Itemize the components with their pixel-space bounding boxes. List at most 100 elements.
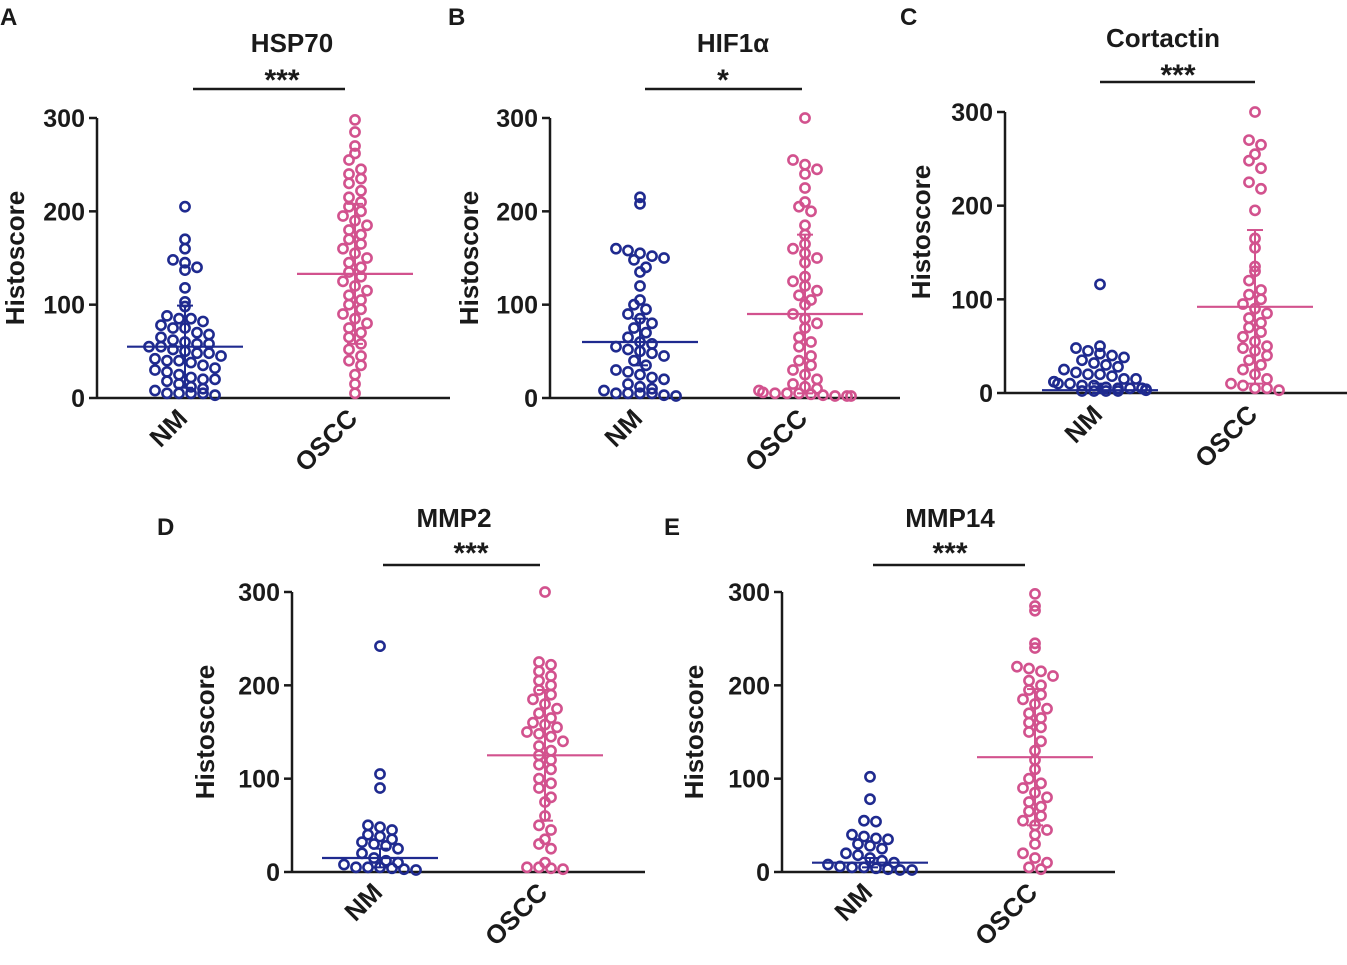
data-point — [197, 373, 209, 386]
data-point — [545, 679, 557, 692]
data-point — [545, 658, 557, 671]
data-point — [1058, 363, 1070, 376]
data-point — [533, 740, 545, 752]
data-point — [646, 347, 658, 360]
data-point — [1035, 735, 1047, 748]
data-point — [799, 158, 811, 171]
data-point — [610, 387, 622, 400]
data-point — [197, 359, 209, 372]
data-point — [811, 373, 823, 386]
data-point — [374, 830, 386, 843]
series-nm — [812, 770, 928, 876]
y-tick-label: 200 — [951, 193, 993, 221]
data-point — [545, 862, 557, 875]
data-point — [343, 331, 355, 344]
data-point — [355, 163, 367, 176]
data-point — [545, 670, 557, 682]
chart-panel-a: A HSP70 *** 0 100 200 300 Histoscore NM OSCC — [0, 4, 450, 477]
panel-letter: B — [448, 4, 465, 31]
data-point — [1035, 688, 1047, 701]
data-point — [533, 782, 545, 794]
x-category-label: NM — [143, 403, 193, 453]
chart-panel-e: E MMP14 *** 0 100 200 300 Histoscore NM OSCC — [664, 503, 1115, 951]
data-point — [1243, 354, 1255, 367]
data-point — [1035, 665, 1047, 678]
data-point — [349, 378, 361, 390]
data-point — [533, 707, 545, 720]
data-point — [533, 861, 545, 874]
y-axis-label: Histoscore — [190, 665, 220, 799]
significance-label: *** — [932, 537, 967, 570]
data-point — [362, 819, 374, 832]
data-point — [1261, 382, 1273, 395]
data-point — [634, 266, 646, 278]
panel-letter: C — [900, 4, 917, 31]
data-point — [527, 716, 539, 729]
panel-letter: D — [157, 514, 174, 541]
data-point — [634, 380, 646, 393]
data-point — [209, 373, 221, 386]
data-point — [1029, 838, 1041, 850]
data-point — [356, 836, 368, 849]
data-point — [852, 838, 864, 850]
panel-letter: A — [0, 4, 17, 31]
chart-title: HSP70 — [251, 28, 333, 58]
y-tick-label: 0 — [756, 859, 770, 887]
data-point — [1255, 293, 1267, 306]
x-category-label: NM — [828, 877, 878, 927]
data-point — [1029, 587, 1041, 600]
chart-title: Cortactin — [1106, 23, 1220, 53]
data-point — [337, 242, 349, 255]
y-tick-label: 100 — [43, 292, 85, 320]
data-point — [343, 322, 355, 334]
data-point — [161, 375, 173, 388]
data-point — [343, 266, 355, 278]
data-point — [822, 858, 834, 871]
data-point — [361, 252, 373, 264]
data-point — [1017, 782, 1029, 794]
data-point — [551, 721, 563, 734]
data-point — [179, 233, 191, 246]
data-point — [628, 298, 640, 311]
data-point — [805, 336, 817, 348]
significance-label: *** — [453, 537, 488, 570]
data-point — [197, 315, 209, 328]
data-point — [533, 674, 545, 687]
data-point — [622, 331, 634, 344]
y-tick-label: 0 — [524, 385, 538, 413]
data-point — [343, 298, 355, 311]
data-point — [349, 113, 361, 126]
data-point — [203, 328, 215, 341]
data-point — [787, 364, 799, 376]
data-point — [1130, 373, 1142, 385]
data-point — [811, 284, 823, 297]
data-point — [1029, 604, 1041, 617]
data-point — [799, 219, 811, 232]
series-nm — [1042, 278, 1158, 397]
data-point — [343, 233, 355, 246]
data-point — [769, 387, 781, 400]
data-point — [882, 863, 894, 876]
data-point — [215, 350, 227, 362]
data-point — [894, 864, 906, 876]
panel-letter: E — [664, 514, 680, 541]
data-point — [1023, 861, 1035, 874]
data-point — [864, 770, 876, 783]
x-category-label: OSCC — [739, 403, 813, 477]
data-point — [1118, 351, 1130, 364]
data-point — [533, 772, 545, 785]
data-point — [817, 389, 829, 402]
data-point — [343, 343, 355, 356]
data-point — [1273, 384, 1285, 397]
data-point — [1023, 716, 1035, 729]
data-point — [840, 847, 852, 860]
data-point — [1017, 814, 1029, 827]
data-point — [368, 838, 380, 850]
data-point — [1035, 800, 1047, 813]
data-point — [670, 390, 682, 402]
y-tick-label: 0 — [266, 859, 280, 887]
chart-title: HIF1α — [697, 28, 769, 58]
data-point — [1112, 360, 1124, 373]
data-point — [343, 354, 355, 367]
